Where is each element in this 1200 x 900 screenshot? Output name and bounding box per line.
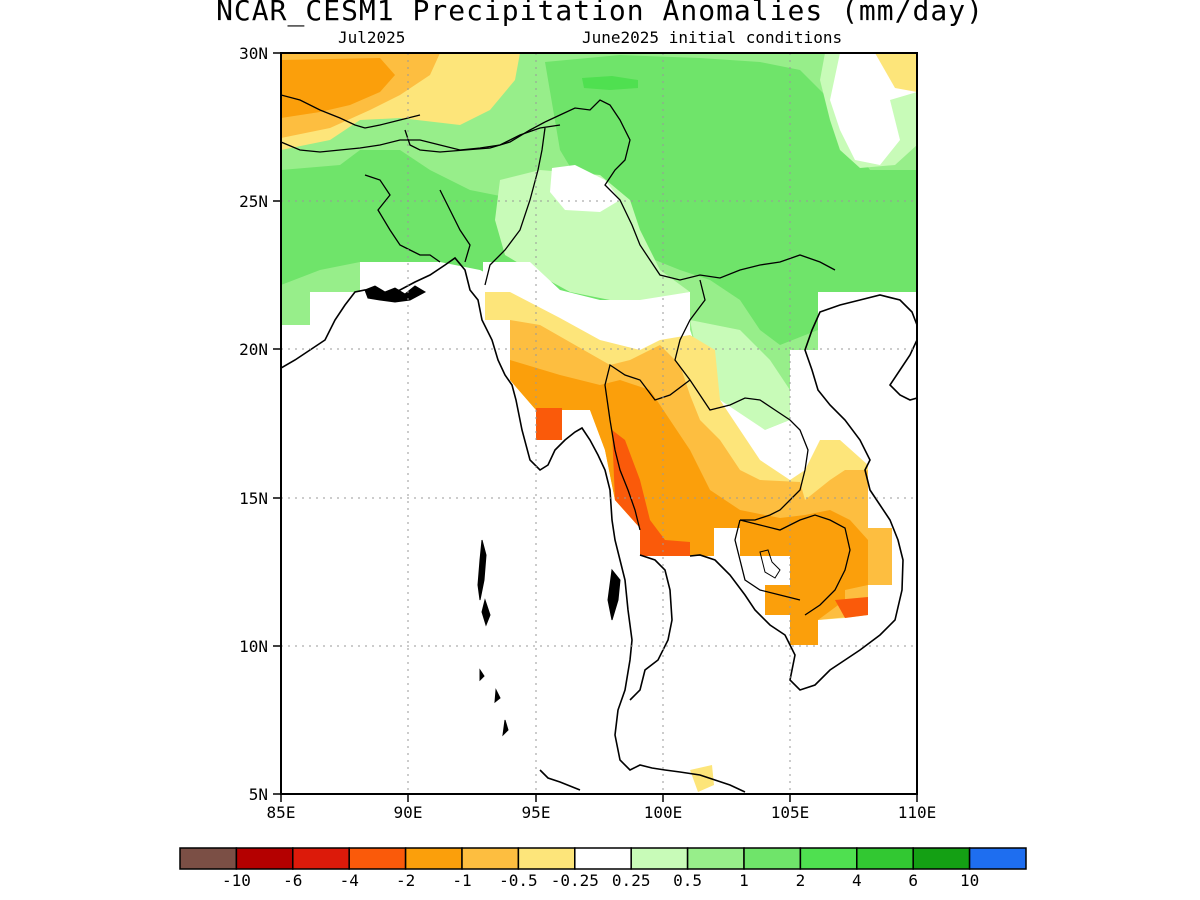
- colorbar-label: -0.5: [499, 871, 538, 890]
- lon-tick-label: 105E: [771, 803, 810, 822]
- lon-tick-label: 95E: [522, 803, 551, 822]
- lon-tick-label: 90E: [394, 803, 423, 822]
- wet-anomaly-1: [545, 55, 917, 345]
- weak-wet-anomaly: [495, 170, 690, 300]
- lon-tick-label: 100E: [644, 803, 683, 822]
- colorbar-swatch: [743, 847, 802, 870]
- dry-anomaly-2: [612, 430, 690, 556]
- colorbar-label: 10: [960, 871, 979, 890]
- colorbar-swatch: [574, 847, 632, 870]
- near-zero-anomaly: [550, 165, 620, 212]
- lat-tick-label: 10N: [239, 637, 268, 656]
- lat-tick-label: 5N: [249, 785, 268, 804]
- lon-tick-label: 110E: [898, 803, 937, 822]
- anomaly-shading: [281, 53, 917, 792]
- coastlines: [281, 256, 917, 793]
- colorbar: -10 -6 -4 -2 -1 -0.5 -0.25 0.25 0.5 1 2 4 6 10: [179, 847, 1027, 890]
- colorbar-swatch: [292, 847, 350, 870]
- colorbar-label: -10: [222, 871, 251, 890]
- colorbar-swatch: [912, 847, 971, 870]
- colorbar-swatch: [856, 847, 914, 870]
- axis-ticks: [273, 52, 918, 802]
- valid-month-label: Jul2025: [338, 28, 406, 47]
- colorbar-label: 0.5: [673, 871, 702, 890]
- colorbar-label: 2: [796, 871, 806, 890]
- dry-anomaly-2: [835, 597, 868, 618]
- dry-anomaly-1: [281, 58, 395, 118]
- colorbar-label: -2: [396, 871, 415, 890]
- colorbar-label: -4: [340, 871, 359, 890]
- colorbar-label: 1: [739, 871, 749, 890]
- chart-title: NCAR_CESM1 Precipitation Anomalies (mm/d…: [216, 0, 984, 27]
- islands: [364, 285, 781, 737]
- dry-anomaly-0.25: [875, 53, 917, 92]
- colorbar-label: -6: [283, 871, 302, 890]
- initial-conditions-label: June2025 initial conditions: [582, 28, 843, 47]
- plot-frame: [280, 52, 918, 795]
- colorbar-swatch: [799, 847, 858, 870]
- wet-anomaly-2: [582, 76, 638, 90]
- lat-tick-label: 15N: [239, 489, 268, 508]
- near-zero-anomaly: [818, 292, 917, 380]
- colorbar-swatch: [404, 847, 463, 870]
- dry-anomaly-2: [536, 408, 562, 440]
- lon-tick-label: 85E: [267, 803, 296, 822]
- colorbar-label: 4: [852, 871, 862, 890]
- lat-tick-label: 25N: [239, 192, 268, 211]
- colorbar-label: 6: [908, 871, 918, 890]
- colorbar-swatch: [461, 847, 520, 870]
- colorbar-label: -0.25: [551, 871, 599, 890]
- colorbar-label: -1: [452, 871, 471, 890]
- lat-tick-label: 30N: [239, 44, 268, 63]
- lat-tick-label: 20N: [239, 340, 268, 359]
- colorbar-swatch: [968, 847, 1027, 870]
- dry-anomaly-0.25: [690, 765, 714, 792]
- dry-anomaly-1: [510, 360, 868, 645]
- colorbar-swatch: [686, 847, 745, 870]
- colorbar-swatch: [179, 847, 238, 870]
- colorbar-swatch: [630, 847, 689, 870]
- colorbar-swatch: [517, 847, 576, 870]
- colorbar-label: 0.25: [612, 871, 651, 890]
- country-borders: [281, 94, 851, 616]
- graticule: [281, 53, 917, 794]
- weak-wet-anomaly: [690, 320, 790, 430]
- colorbar-swatch: [348, 847, 407, 870]
- colorbar-swatch: [235, 847, 294, 870]
